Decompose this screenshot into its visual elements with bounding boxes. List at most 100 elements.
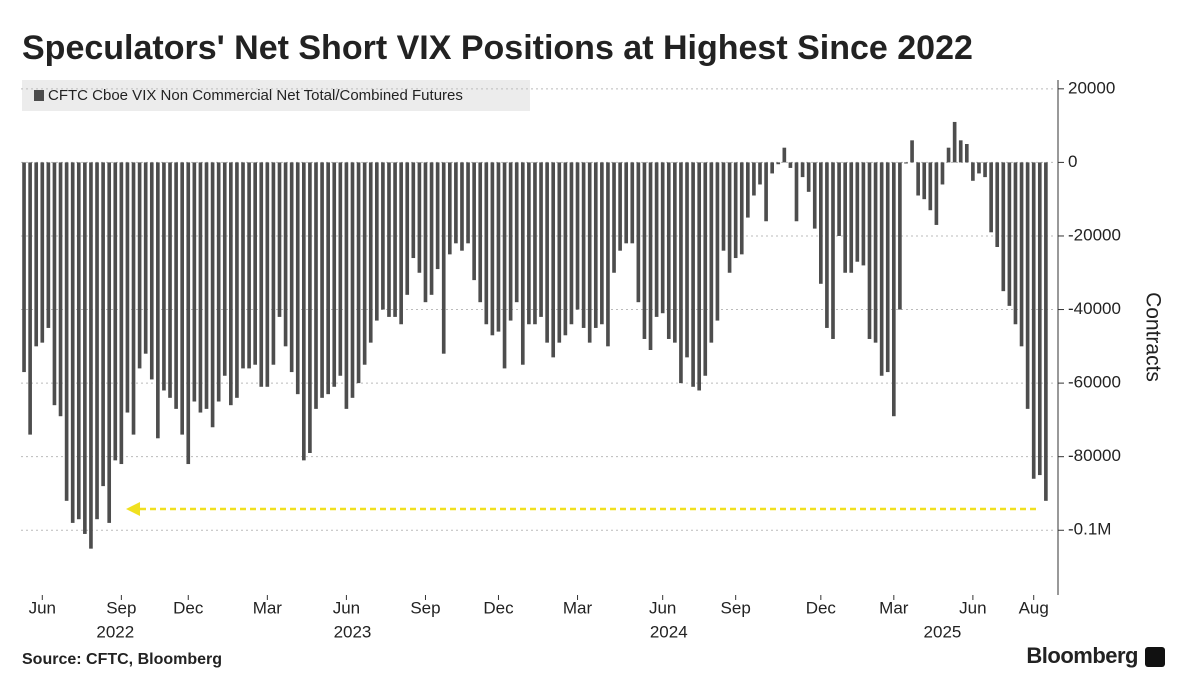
source: Source: CFTC, Bloomberg bbox=[22, 651, 222, 668]
bar bbox=[1025, 162, 1030, 409]
bar bbox=[910, 140, 914, 163]
bar bbox=[898, 162, 902, 310]
bar bbox=[265, 162, 270, 387]
bar bbox=[338, 162, 343, 376]
bar bbox=[983, 162, 987, 178]
bar bbox=[648, 162, 653, 351]
x-tick-label: Aug bbox=[1019, 598, 1049, 617]
bar bbox=[502, 162, 507, 369]
bar bbox=[946, 147, 951, 163]
x-year-label: 2024 bbox=[650, 622, 688, 641]
bar bbox=[247, 162, 251, 369]
bar bbox=[76, 162, 81, 520]
bar bbox=[782, 147, 787, 163]
bar bbox=[350, 162, 355, 398]
bar bbox=[551, 162, 556, 358]
x-year-label: 2025 bbox=[924, 622, 962, 641]
bar bbox=[466, 162, 470, 244]
bar bbox=[1031, 162, 1036, 479]
bar bbox=[368, 162, 373, 343]
bar bbox=[1007, 162, 1012, 306]
bar bbox=[387, 162, 391, 317]
bar bbox=[259, 162, 264, 387]
bar bbox=[399, 162, 403, 325]
bar bbox=[149, 162, 154, 380]
bar bbox=[739, 162, 744, 255]
bar bbox=[825, 162, 829, 328]
bar bbox=[101, 162, 105, 487]
bar bbox=[393, 162, 397, 317]
bar bbox=[429, 162, 434, 295]
bar bbox=[885, 162, 890, 373]
bar bbox=[520, 162, 525, 365]
bar bbox=[95, 162, 99, 520]
bar bbox=[533, 162, 537, 325]
bar bbox=[746, 162, 750, 218]
bar bbox=[186, 162, 191, 465]
bar bbox=[1044, 162, 1048, 501]
bar bbox=[125, 162, 130, 413]
bar bbox=[879, 162, 884, 376]
bar bbox=[472, 162, 476, 281]
x-tick-label: Mar bbox=[879, 598, 909, 617]
bar bbox=[819, 162, 823, 284]
x-tick-label: Jun bbox=[29, 598, 56, 617]
bar bbox=[624, 162, 629, 244]
bar bbox=[58, 162, 63, 417]
bar bbox=[776, 162, 781, 165]
bar bbox=[460, 162, 464, 251]
bar bbox=[28, 162, 32, 435]
bar bbox=[70, 162, 75, 523]
bar bbox=[861, 162, 866, 266]
bar bbox=[113, 162, 118, 461]
bar bbox=[891, 162, 896, 417]
bar bbox=[131, 162, 136, 435]
bar bbox=[989, 162, 993, 233]
bar bbox=[83, 162, 87, 534]
bar bbox=[636, 162, 641, 303]
bar bbox=[606, 162, 610, 347]
bar bbox=[356, 162, 361, 384]
bar bbox=[162, 162, 166, 391]
x-tick-label: Mar bbox=[253, 598, 283, 617]
bar bbox=[618, 162, 622, 251]
bar bbox=[40, 162, 45, 343]
bar bbox=[964, 144, 969, 163]
bar bbox=[198, 162, 203, 413]
y-tick-label: -0.1M bbox=[1068, 520, 1111, 539]
x-tick-label: Sep bbox=[106, 598, 136, 617]
bar bbox=[1037, 162, 1042, 476]
bar bbox=[326, 162, 330, 395]
bar bbox=[691, 162, 695, 387]
bar bbox=[685, 162, 689, 358]
bar bbox=[642, 162, 647, 339]
bar bbox=[435, 162, 440, 270]
bar bbox=[971, 162, 975, 181]
bar bbox=[381, 162, 385, 310]
bar bbox=[374, 162, 379, 321]
bar bbox=[958, 140, 963, 163]
bar bbox=[1019, 162, 1024, 347]
bar bbox=[34, 162, 39, 347]
bar bbox=[508, 162, 513, 321]
bar bbox=[235, 162, 239, 398]
x-tick-label: Mar bbox=[563, 598, 593, 617]
bar bbox=[89, 162, 93, 549]
bar bbox=[277, 162, 282, 317]
bar bbox=[143, 162, 148, 354]
bar bbox=[904, 162, 908, 164]
y-tick-label: 20000 bbox=[1068, 78, 1115, 97]
bar bbox=[46, 162, 51, 328]
bar bbox=[514, 162, 519, 303]
bar bbox=[271, 162, 276, 365]
bar bbox=[22, 162, 26, 373]
bar bbox=[557, 162, 562, 343]
bar bbox=[308, 162, 312, 454]
bar bbox=[995, 162, 1000, 248]
y-tick-label: -80000 bbox=[1068, 446, 1121, 465]
bar bbox=[916, 162, 920, 196]
bar bbox=[703, 162, 708, 376]
bar bbox=[812, 162, 817, 229]
x-tick-label: Dec bbox=[173, 598, 204, 617]
